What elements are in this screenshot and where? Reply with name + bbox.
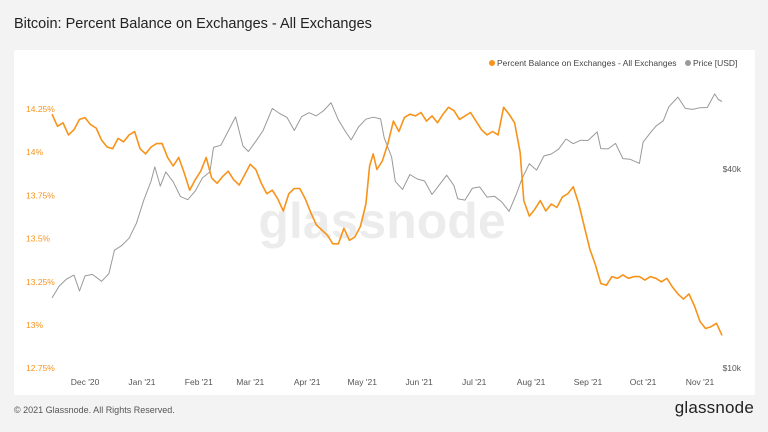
watermark-text: glassnode [258,193,505,249]
x-axis-tick-label: Jun '21 [406,377,433,387]
legend-marker [685,60,691,66]
x-axis-tick-label: Apr '21 [294,377,321,387]
x-axis-tick-label: Dec '20 [71,377,100,387]
right-axis-tick-label: $10k [723,363,742,373]
x-axis-tick-label: Oct '21 [630,377,657,387]
left-axis-tick-label: 13.25% [26,277,55,287]
left-axis-tick-label: 12.75% [26,363,55,373]
legend-label: Percent Balance on Exchanges - All Excha… [497,58,677,68]
balance-series [51,106,723,336]
left-axis-tick-label: 13% [26,320,43,330]
x-axis-tick-label: Mar '21 [236,377,264,387]
left-axis: 14.25% 14% 13.75% 13.5% 13.25% 13% 12.75% [26,104,55,373]
chart-title: Bitcoin: Percent Balance on Exchanges - … [14,16,372,32]
x-axis: Dec '20 Jan '21 Feb '21 Mar '21 Apr '21 May '… [71,377,715,387]
chart-panel [14,50,755,395]
x-axis-tick-label: May '21 [347,377,377,387]
x-axis-tick-label: Feb '21 [185,377,213,387]
right-axis-tick-label: $40k [723,164,742,174]
legend[interactable]: Percent Balance on Exchanges - All Excha… [489,58,737,68]
legend-marker [489,60,495,66]
x-axis-tick-label: Jul '21 [462,377,487,387]
left-axis-tick-label: 13.75% [26,190,55,200]
x-axis-tick-label: Sep '21 [574,377,603,387]
legend-label: Price [USD] [693,58,737,68]
price-series [51,93,723,299]
x-axis-tick-label: Jan '21 [128,377,155,387]
legend-item[interactable]: Percent Balance on Exchanges - All Excha… [489,58,677,68]
copyright-text: © 2021 Glassnode. All Rights Reserved. [14,405,175,415]
x-axis-tick-label: Aug '21 [517,377,546,387]
brand-logo[interactable]: glassnode [674,398,754,417]
right-axis: $40k $10k [723,164,742,373]
left-axis-tick-label: 14% [26,147,43,157]
price-line [51,93,723,299]
left-axis-tick-label: 14.25% [26,104,55,114]
legend-item[interactable]: Price [USD] [685,58,737,68]
balance-line [51,106,723,336]
x-axis-tick-label: Nov '21 [686,377,715,387]
left-axis-tick-label: 13.5% [26,234,51,244]
